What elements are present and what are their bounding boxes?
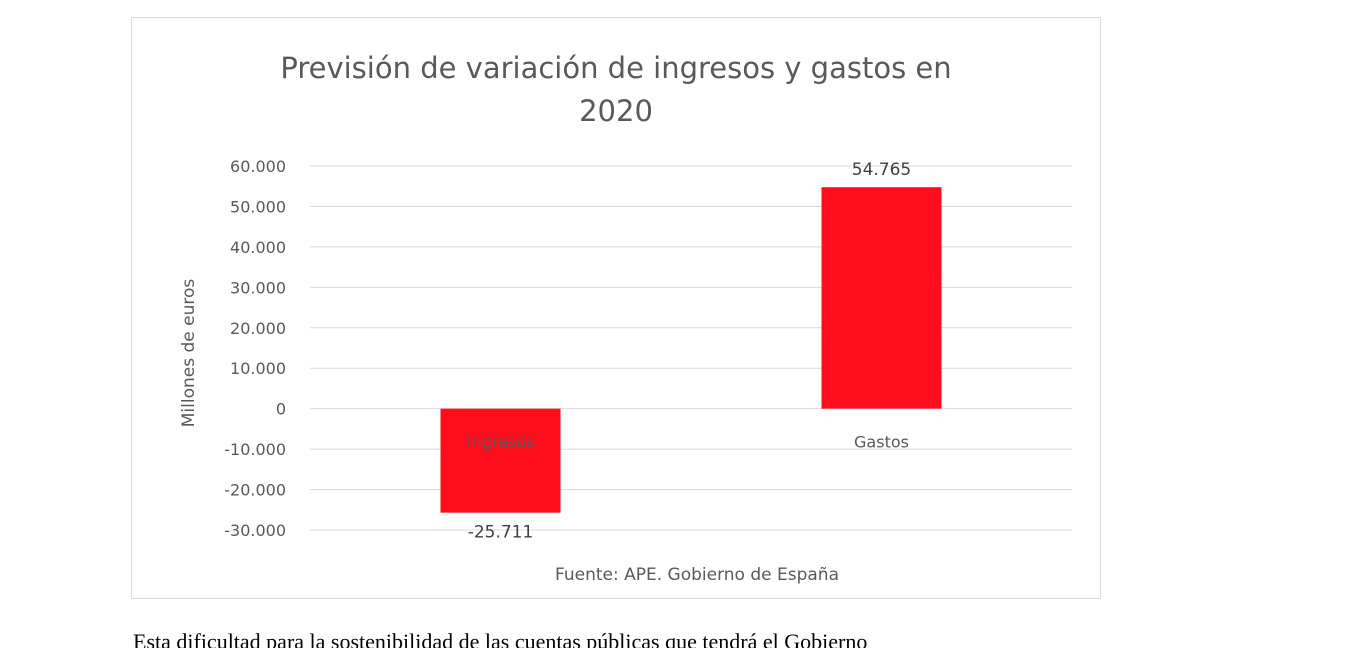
y-tick-label: 20.000: [230, 319, 286, 338]
bar-chart: Previsión de variación de ingresos y gas…: [179, 51, 1072, 585]
y-tick-label: 40.000: [230, 238, 286, 257]
data-label: -25.711: [468, 523, 534, 543]
y-tick-label: 0: [276, 400, 286, 419]
y-tick-label: 10.000: [230, 359, 286, 378]
body-paragraph: Esta dificultad para la sostenibilidad d…: [133, 629, 868, 648]
chart-container: Previsión de variación de ingresos y gas…: [131, 17, 1101, 599]
y-tick-label: -10.000: [224, 440, 286, 459]
y-tick-label: 60.000: [230, 157, 286, 176]
y-axis-label: Millones de euros: [179, 279, 199, 428]
chart-title-line-2: 2020: [579, 94, 653, 128]
x-category-label: Ingresos: [467, 433, 535, 452]
y-tick-label: 50.000: [230, 197, 286, 216]
y-tick-label: -30.000: [224, 521, 286, 540]
source-note: Fuente: APE. Gobierno de España: [555, 565, 839, 585]
bar-ingresos: [440, 408, 561, 513]
chart-title-line-1: Previsión de variación de ingresos y gas…: [280, 51, 951, 85]
x-category-label: Gastos: [854, 433, 909, 452]
bar-gastos: [821, 187, 942, 409]
y-tick-label: -20.000: [224, 481, 286, 500]
y-tick-label: 30.000: [230, 278, 286, 297]
data-label: 54.765: [852, 160, 911, 180]
